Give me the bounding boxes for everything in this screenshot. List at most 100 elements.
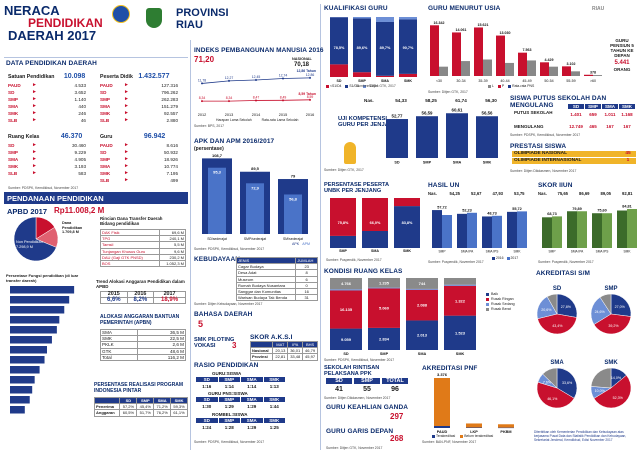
kualifikasi-value-label: 89,7%	[380, 46, 391, 50]
akreditasi-sd-slice	[546, 293, 558, 315]
kondisi-x-tick: SD	[343, 352, 349, 356]
putus-value: 659	[589, 112, 597, 117]
akreditasi-pie-title: SD	[553, 286, 562, 292]
hasil-un-bar	[507, 211, 517, 248]
akreditasi-sma-slice-label: 33,6%	[562, 381, 573, 385]
pensiun-unit: ORANG	[613, 67, 631, 72]
kompetensi-nas-value: 56,30	[485, 98, 497, 103]
kualifikasi-title: KUALIFIKASI GURU	[324, 5, 388, 12]
akreditasi-sma-slice	[542, 367, 558, 389]
guru-row-label: SMA	[100, 164, 111, 169]
kualifikasi-chart: 78,5% SD 89,6% SMP 89,7% SMA 90,7% SMK	[330, 17, 417, 83]
riau-emblem-icon	[146, 8, 162, 28]
apm-bar	[284, 194, 302, 234]
pnf-bar-segment	[434, 378, 450, 426]
alokasi-label: Total	[100, 353, 138, 362]
apk-legend-apk: APK	[292, 242, 300, 246]
skor-iiun-bar	[542, 217, 552, 248]
guru-row: PAUD ► 8.616	[100, 142, 178, 149]
aksi-row: Nasional 20,13 36,01 46,79	[249, 347, 318, 355]
skor-iiun-x-tick: SMK	[624, 250, 632, 254]
usia-value-label: 4.429	[545, 58, 554, 62]
kompetensi-nas-value: 54,33	[395, 98, 407, 103]
apbd-label: APBD 2017	[7, 207, 48, 216]
kualifikasi-bar-segment	[399, 73, 417, 77]
ruang-row: SMA ► 4.905	[8, 156, 86, 163]
kondisi-legend-text: Baik	[491, 292, 498, 296]
usia-x-tick: 55-59	[566, 79, 575, 83]
arrow-right-icon: ►	[124, 149, 129, 155]
ipm-x-tick: 2015	[279, 113, 287, 117]
skor-iiun-nas-label: Nas.	[538, 191, 547, 196]
kebudayaan-value: 8	[295, 269, 318, 277]
satuan-row-value: 4.533	[74, 83, 87, 88]
kompetensi-bar	[386, 119, 408, 158]
ipm-x-tick: 2016	[306, 113, 314, 117]
unbk-x-tick: SMP	[339, 249, 347, 252]
usia-legend-text: L	[492, 84, 494, 88]
satuan-row-value: 3.652	[74, 90, 87, 95]
tut-wuri-logo-icon	[112, 5, 130, 23]
kondisi-value-label: 2.088	[417, 303, 428, 308]
usia-value-label: 3.102	[567, 62, 576, 66]
satuan-row: SMK ► 246	[8, 110, 86, 117]
ipm-x-tick: 2012	[198, 113, 206, 117]
aksi-row-label: Nasional	[249, 347, 274, 355]
fungsi-pendidikan-chart	[10, 286, 75, 414]
fungsi-bar	[10, 326, 57, 334]
skor-iiun-value-label: 68,73	[547, 212, 557, 216]
akreditasi-sd-slice	[556, 293, 578, 318]
garis-depan-value: 268	[390, 434, 404, 443]
pnf-bar-segment	[434, 426, 450, 428]
putus-header: SMA	[602, 104, 618, 109]
kualifikasi-bar-segment	[353, 18, 371, 73]
kualifikasi-legend-item: <S1/D4	[326, 84, 341, 88]
ipm-point-label: 12,45	[252, 75, 261, 79]
unbk-source: Sumber: Puspendik, November 2017	[326, 258, 382, 262]
usia-legend-swatch	[497, 84, 501, 88]
peserta-row-label: SD	[100, 90, 107, 95]
hasil-un-source: Sumber: Puspendik, November 2017	[428, 260, 484, 264]
usia-bar-l	[571, 71, 580, 76]
fungsi-bar	[10, 296, 70, 304]
kondisi-bar-segment	[368, 287, 400, 289]
apm-bar	[246, 183, 264, 234]
ipm-point	[282, 99, 284, 102]
ipm-point-label: 12,27	[225, 76, 234, 80]
kebudayaan-row: Sanggar dan Komunitas 16	[235, 287, 318, 296]
ipm-point-label: 8,47	[253, 95, 260, 99]
putus-header: SMP	[585, 104, 601, 109]
pnf-legend-swatch	[460, 434, 464, 438]
peserta-block: Peserta Didik 1.432.577 PAUD ► 127.316 SD ► 7…	[100, 73, 190, 124]
kondisi-legend: Baik Rusak Ringan Rusak Sedang Rusak Berat	[486, 292, 526, 312]
kondisi-legend-item: Rusak Ringan	[486, 297, 526, 302]
kondisi-bar-segment	[330, 290, 362, 329]
ipm-point	[309, 76, 311, 79]
kebudayaan-label: Cagar Budaya	[235, 263, 297, 271]
akreditasi-sm-title: AKREDITASI S/M	[536, 270, 591, 277]
ruang-row-value: 4.905	[74, 157, 87, 162]
kondisi-legend-item: Rusak Sedang	[486, 302, 526, 307]
kondisi-bar-segment	[406, 289, 438, 321]
rasio-title: RASIO PENDIDIKAN	[194, 362, 259, 369]
apk-legend-apm: APM	[302, 242, 310, 246]
kualifikasi-bar-segment	[399, 19, 417, 74]
fungsi-bar	[10, 306, 65, 314]
trend-year: 2017	[153, 290, 186, 299]
skor-iiun-nas-value: 75,65	[557, 191, 568, 196]
ipm-annotation: 12,86 Tahun	[297, 69, 316, 73]
kebudayaan-label: Rumah Budaya Nusantara	[235, 281, 297, 290]
hasil-un-chart: 57,72 SMP 52,23 SMA IPA 48,73 SMA IPS 55,72 SMK	[432, 206, 527, 254]
pnf-bar-segment	[498, 424, 514, 428]
usia-bar-p	[452, 32, 461, 76]
ipm-legend-rls: Rata-rata Lama Sekolah	[261, 118, 299, 122]
aksi-header: BHS	[302, 340, 318, 349]
aksi-value: 46,79	[302, 347, 318, 355]
kualifikasi-bar-segment	[376, 17, 394, 22]
kondisi-value-label: 1.322	[455, 298, 466, 303]
peserta-row: SMK ► 92.557	[100, 110, 178, 117]
usia-bar-l	[593, 75, 602, 76]
akreditasi-sd-slice	[537, 313, 577, 335]
pnf-legend-text: Terakreditasi	[436, 434, 456, 438]
pip-table: SD SMP SMA SMK Penerima 57,2% 45,4% 71,2% 59,3%…	[93, 396, 188, 417]
